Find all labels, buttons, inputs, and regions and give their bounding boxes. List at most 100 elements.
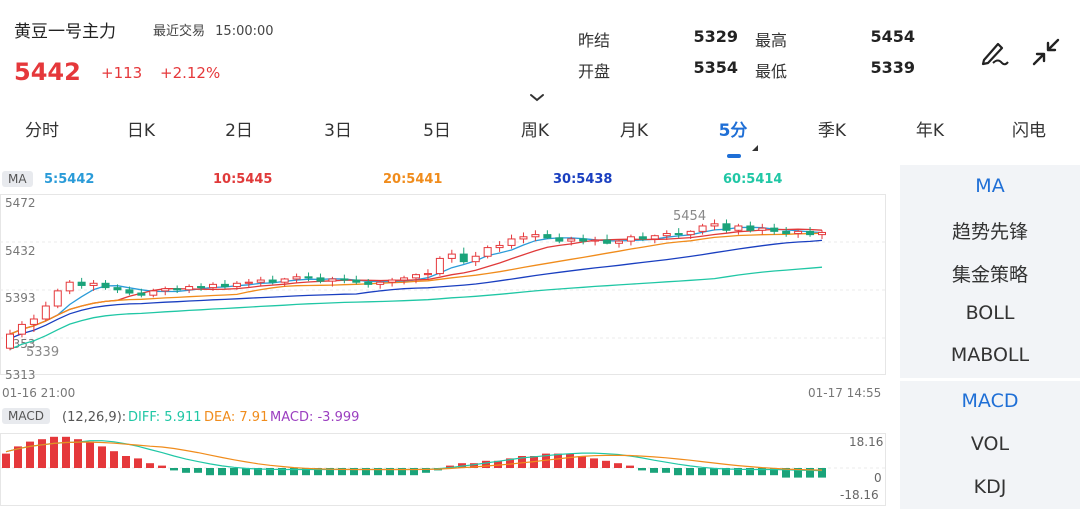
macd-bar xyxy=(710,468,718,476)
price-axis-label: 5313 xyxy=(5,368,36,382)
last-trade-info: 最近交易 15:00:00 xyxy=(153,20,274,39)
macd-bar xyxy=(614,463,622,468)
candle xyxy=(758,227,767,231)
indicator-kdj[interactable]: KDJ xyxy=(973,476,1007,498)
macd-bar xyxy=(158,465,166,468)
candle xyxy=(447,253,456,259)
ma-legend-bar: MA 5:5442 10:5445 20:5441 30:5438 60:541… xyxy=(0,170,898,190)
candle xyxy=(615,240,623,244)
macd-bar xyxy=(266,468,274,476)
candle xyxy=(603,239,612,244)
candle xyxy=(471,255,480,263)
indicator-macd[interactable]: MACD xyxy=(961,390,1019,412)
collapse-arrows-icon[interactable] xyxy=(1030,36,1062,68)
candle xyxy=(352,279,361,283)
macd-bar xyxy=(254,468,262,476)
macd-bar xyxy=(230,468,238,476)
candle xyxy=(495,244,504,249)
macd-chart[interactable]: 18.16 0 -18.16 xyxy=(0,430,898,509)
candle xyxy=(782,230,791,235)
low-label: 最低 xyxy=(755,62,788,81)
price-axis-label: 5393 xyxy=(5,291,36,305)
tab-fenshi[interactable]: 分时 xyxy=(25,121,59,141)
macd-bar xyxy=(62,436,70,468)
macd-bar xyxy=(38,439,46,468)
macd-bar xyxy=(722,468,730,476)
candle xyxy=(722,223,731,231)
macd-axis-top: 18.16 xyxy=(849,435,883,449)
macd-bar xyxy=(2,453,10,468)
price-axis-label: 5472 xyxy=(5,196,36,210)
indicator-boll[interactable]: BOLL xyxy=(965,302,1015,324)
candle xyxy=(662,233,671,237)
high-annotation: 5454 xyxy=(673,209,706,224)
candle xyxy=(328,278,337,282)
open-label: 开盘 xyxy=(578,62,611,81)
ma-tag[interactable]: MA xyxy=(2,171,33,187)
macd-bar xyxy=(554,453,562,468)
ma30-value: 30:5438 xyxy=(553,172,613,187)
kline-chart[interactable]: 5472 5432 5393 5353 5313 5454 5339 01-16… xyxy=(0,190,898,405)
candle xyxy=(698,225,707,232)
tab-5min[interactable]: 5分 xyxy=(718,121,748,141)
period-tabs: 分时 日K 2日 3日 5日 周K 月K 5分 季K 年K 闪电 xyxy=(0,116,1080,160)
candle xyxy=(29,318,38,325)
macd-bar xyxy=(182,468,190,473)
high-label: 最高 xyxy=(755,31,788,50)
tab-2day[interactable]: 2日 xyxy=(225,121,253,141)
macd-bar xyxy=(206,468,214,476)
macd-diff: DIFF: 5.911 xyxy=(128,410,202,425)
candle xyxy=(770,227,779,232)
tab-dropdown-icon[interactable] xyxy=(751,144,759,152)
macd-bar xyxy=(290,468,298,476)
low-annotation: 5339 xyxy=(26,345,59,360)
candle xyxy=(650,235,659,240)
indicator-side-menu: MA 趋势先锋 集金策略 BOLL MABOLL MACD VOL KDJ xyxy=(900,165,1080,509)
indicator-jijin[interactable]: 集金策略 xyxy=(951,264,1028,286)
macd-bar xyxy=(146,463,154,468)
macd-bar xyxy=(794,468,802,478)
indicator-maboll[interactable]: MABOLL xyxy=(950,344,1030,366)
indicator-ma[interactable]: MA xyxy=(975,175,1005,197)
macd-bar xyxy=(782,468,790,478)
candle xyxy=(125,289,134,294)
tab-flash[interactable]: 闪电 xyxy=(1012,121,1046,141)
macd-bar xyxy=(578,456,586,468)
tab-3day[interactable]: 3日 xyxy=(324,121,352,141)
prev-settle-value: 5329 xyxy=(693,27,738,46)
candle xyxy=(507,238,516,246)
macd-tag[interactable]: MACD xyxy=(2,408,50,424)
tab-year-k[interactable]: 年K xyxy=(915,121,945,141)
candle xyxy=(400,277,409,281)
ma60-value: 60:5414 xyxy=(723,172,783,187)
macd-bar xyxy=(50,436,58,468)
macd-axis-bottom: -18.16 xyxy=(840,488,879,502)
candle xyxy=(543,234,552,239)
macd-bar xyxy=(422,468,430,473)
pen-icon[interactable] xyxy=(978,36,1010,68)
low-value: 5339 xyxy=(870,58,915,77)
macd-bar xyxy=(350,468,358,476)
indicator-vol[interactable]: VOL xyxy=(970,433,1010,455)
candle xyxy=(818,231,826,236)
macd-bar xyxy=(590,458,598,468)
indicator-trend[interactable]: 趋势先锋 xyxy=(951,221,1028,243)
chevron-down-icon[interactable] xyxy=(528,88,546,102)
macd-bar xyxy=(338,468,346,476)
tab-season-k[interactable]: 季K xyxy=(817,121,847,141)
candle xyxy=(364,281,373,285)
tab-5day[interactable]: 5日 xyxy=(423,121,451,141)
candle xyxy=(567,238,576,242)
candle xyxy=(6,333,14,349)
prev-settle-label: 昨结 xyxy=(578,31,611,50)
candle xyxy=(197,286,206,289)
tab-month-k[interactable]: 月K xyxy=(619,121,649,141)
ma10-value: 10:5445 xyxy=(213,172,273,187)
candle xyxy=(435,257,444,275)
tab-week-k[interactable]: 周K xyxy=(520,121,550,141)
price-change-percent: +2.12% xyxy=(160,64,221,82)
candle xyxy=(519,236,528,240)
candle xyxy=(137,292,146,296)
tab-day-k[interactable]: 日K xyxy=(126,121,156,141)
macd-bar xyxy=(566,453,574,468)
